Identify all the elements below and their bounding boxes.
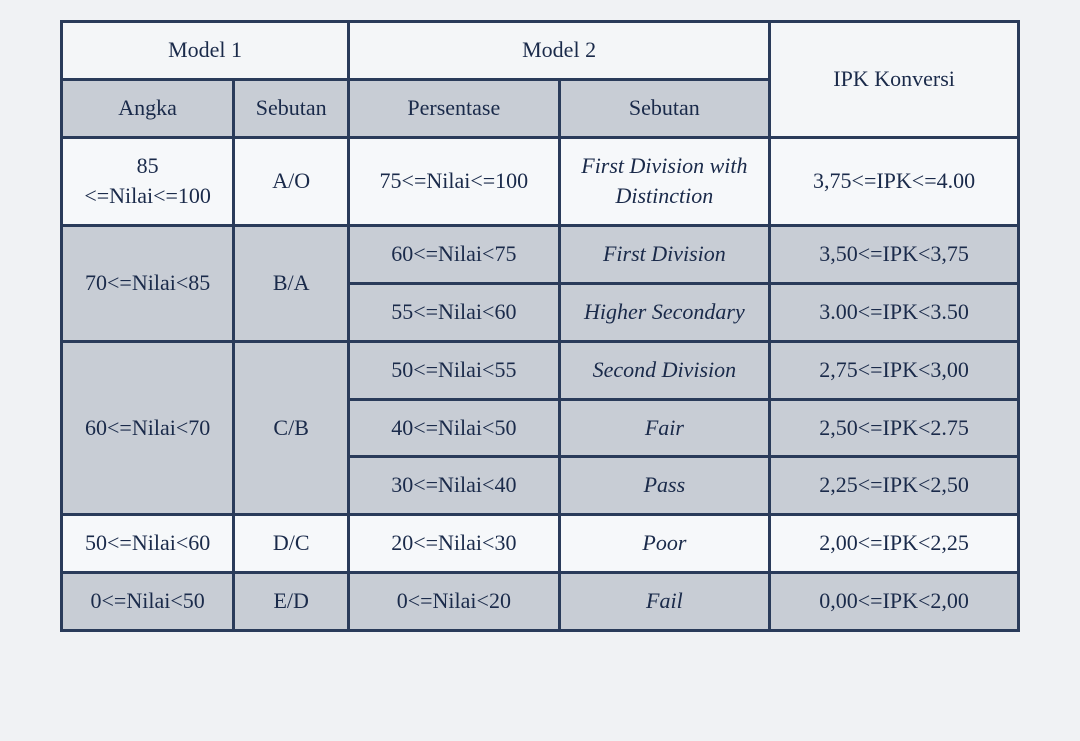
table-row: 85 <=Nilai<=100 A/O 75<=Nilai<=100 First… xyxy=(62,137,1019,226)
cell-sebutan1: C/B xyxy=(234,341,349,514)
header-model1: Model 1 xyxy=(62,22,349,80)
header-ipk: IPK Konversi xyxy=(770,22,1019,138)
cell-sebutan2: First Division with Distinction xyxy=(559,137,770,226)
cell-persentase: 50<=Nilai<55 xyxy=(349,341,560,399)
table-row: 50<=Nilai<60 D/C 20<=Nilai<30 Poor 2,00<… xyxy=(62,515,1019,573)
cell-persentase: 60<=Nilai<75 xyxy=(349,226,560,284)
cell-persentase: 0<=Nilai<20 xyxy=(349,572,560,630)
cell-angka: 50<=Nilai<60 xyxy=(62,515,234,573)
cell-sebutan2: Fail xyxy=(559,572,770,630)
header-model2: Model 2 xyxy=(349,22,770,80)
cell-ipk: 2,75<=IPK<3,00 xyxy=(770,341,1019,399)
cell-sebutan2: Fair xyxy=(559,399,770,457)
cell-sebutan1: E/D xyxy=(234,572,349,630)
cell-sebutan2: Poor xyxy=(559,515,770,573)
ipk-conversion-table: Model 1 Model 2 IPK Konversi Angka Sebut… xyxy=(60,20,1020,632)
table-header-row-1: Model 1 Model 2 IPK Konversi xyxy=(62,22,1019,80)
header-sebutan1: Sebutan xyxy=(234,79,349,137)
header-sebutan2: Sebutan xyxy=(559,79,770,137)
cell-angka: 85 <=Nilai<=100 xyxy=(62,137,234,226)
table-row: 70<=Nilai<85 B/A 60<=Nilai<75 First Divi… xyxy=(62,226,1019,284)
cell-sebutan1: A/O xyxy=(234,137,349,226)
cell-ipk: 3.00<=IPK<3.50 xyxy=(770,283,1019,341)
cell-sebutan2: First Division xyxy=(559,226,770,284)
cell-sebutan1: D/C xyxy=(234,515,349,573)
cell-persentase: 20<=Nilai<30 xyxy=(349,515,560,573)
header-angka: Angka xyxy=(62,79,234,137)
cell-sebutan2: Second Division xyxy=(559,341,770,399)
cell-persentase: 30<=Nilai<40 xyxy=(349,457,560,515)
table-row: 60<=Nilai<70 C/B 50<=Nilai<55 Second Div… xyxy=(62,341,1019,399)
cell-persentase: 75<=Nilai<=100 xyxy=(349,137,560,226)
cell-angka: 0<=Nilai<50 xyxy=(62,572,234,630)
cell-ipk: 3,50<=IPK<3,75 xyxy=(770,226,1019,284)
cell-angka: 60<=Nilai<70 xyxy=(62,341,234,514)
header-persentase: Persentase xyxy=(349,79,560,137)
cell-sebutan2: Higher Secondary xyxy=(559,283,770,341)
table-row: 0<=Nilai<50 E/D 0<=Nilai<20 Fail 0,00<=I… xyxy=(62,572,1019,630)
cell-persentase: 40<=Nilai<50 xyxy=(349,399,560,457)
cell-ipk: 3,75<=IPK<=4.00 xyxy=(770,137,1019,226)
cell-sebutan1: B/A xyxy=(234,226,349,342)
cell-ipk: 2,50<=IPK<2.75 xyxy=(770,399,1019,457)
cell-ipk: 2,00<=IPK<2,25 xyxy=(770,515,1019,573)
cell-ipk: 2,25<=IPK<2,50 xyxy=(770,457,1019,515)
cell-angka: 70<=Nilai<85 xyxy=(62,226,234,342)
cell-persentase: 55<=Nilai<60 xyxy=(349,283,560,341)
cell-sebutan2: Pass xyxy=(559,457,770,515)
cell-ipk: 0,00<=IPK<2,00 xyxy=(770,572,1019,630)
